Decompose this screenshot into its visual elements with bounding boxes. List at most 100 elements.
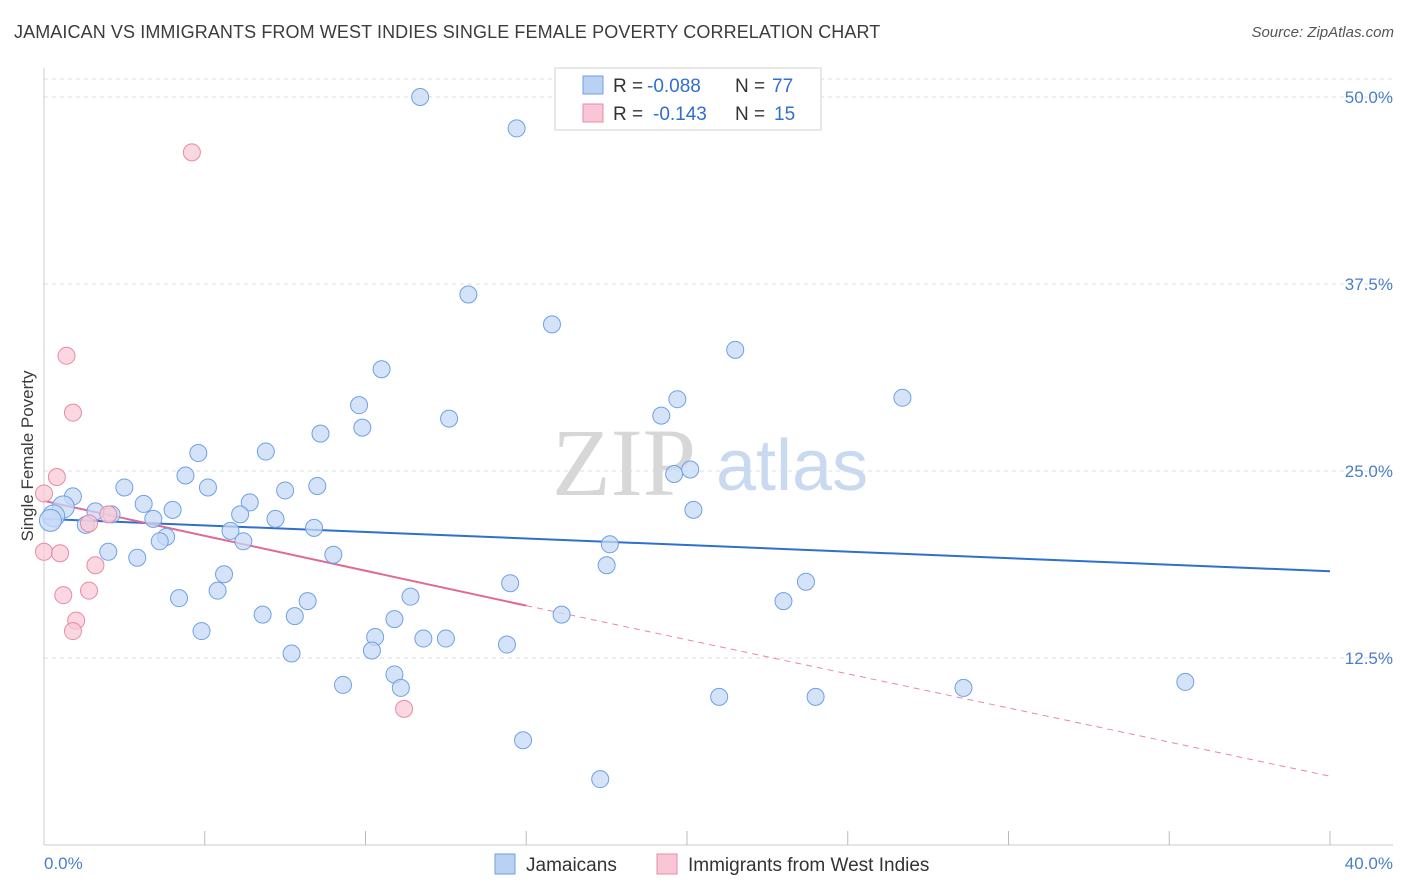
point-west-indies-8 [51, 544, 70, 563]
point-jamaicans-12 [311, 424, 330, 443]
trend-line-1 [43, 499, 527, 607]
y-axis-title: Single Female Poverty [18, 370, 37, 542]
data-points [35, 88, 1195, 789]
point-jamaicans-62 [497, 635, 516, 654]
point-jamaicans-10 [668, 390, 687, 409]
point-jamaicans-70 [954, 678, 973, 697]
legend-n-label-1: N = [735, 76, 765, 97]
point-jamaicans-58 [192, 622, 211, 641]
point-jamaicans-16 [665, 464, 684, 483]
point-jamaicans-31 [38, 508, 62, 532]
point-jamaicans-21 [308, 476, 327, 495]
point-jamaicans-18 [115, 478, 134, 497]
point-jamaicans-55 [285, 607, 304, 626]
point-jamaicans-67 [391, 678, 410, 697]
bottom-legend-swatch-jamaicans [494, 853, 516, 875]
axes [43, 68, 1393, 846]
point-jamaicans-23 [163, 500, 182, 519]
point-west-indies-5 [99, 505, 118, 524]
point-jamaicans-3 [542, 315, 561, 334]
point-jamaicans-48 [501, 574, 520, 593]
point-jamaicans-49 [796, 572, 815, 591]
point-jamaicans-44 [324, 545, 343, 564]
point-jamaicans-54 [253, 605, 272, 624]
point-jamaicans-63 [282, 644, 301, 663]
point-west-indies-11 [54, 586, 73, 605]
point-jamaicans-40 [684, 500, 703, 519]
point-jamaicans-36 [221, 521, 240, 540]
point-jamaicans-60 [414, 629, 433, 648]
point-jamaicans-69 [806, 687, 825, 706]
bottom-legend-label-jamaicans: Jamaicans [526, 855, 617, 876]
point-jamaicans-11 [893, 388, 912, 407]
point-jamaicans-41 [600, 535, 619, 554]
y-tick-label-0: 12.5% [1345, 649, 1393, 668]
point-west-indies-10 [80, 581, 99, 600]
watermark: ZIP atlas [552, 409, 868, 516]
trend-lines [43, 499, 1331, 777]
point-jamaicans-68 [710, 687, 729, 706]
legend-r-label-1: R = [613, 76, 643, 97]
point-jamaicans-72 [514, 731, 533, 750]
chart-source: Source: ZipAtlas.com [1251, 24, 1394, 41]
point-jamaicans-19 [198, 478, 217, 497]
point-jamaicans-8 [440, 409, 459, 428]
legend-n-value-jamaicans: 77 [772, 76, 793, 97]
x-ticks [204, 831, 1331, 845]
point-jamaicans-61 [436, 629, 455, 648]
point-jamaicans-6 [350, 396, 369, 415]
point-jamaicans-52 [298, 592, 317, 611]
point-west-indies-2 [63, 403, 82, 422]
point-jamaicans-33 [144, 509, 163, 528]
legend-r-value-jamaicans: -0.088 [647, 76, 701, 97]
legend-r-value-west-indies: -0.143 [653, 104, 707, 125]
legend-n-value-west-indies: 15 [774, 104, 795, 125]
point-jamaicans-39 [234, 532, 253, 551]
point-jamaicans-34 [266, 509, 285, 528]
point-jamaicans-1 [507, 119, 526, 138]
point-jamaicans-38 [150, 532, 169, 551]
point-west-indies-9 [86, 556, 105, 575]
y-tick-labels: 12.5% 25.0% 37.5% 50.0% [1345, 88, 1393, 668]
point-jamaicans-35 [305, 518, 324, 537]
trend-line-extension-1 [526, 605, 1331, 777]
point-jamaicans-2 [459, 285, 478, 304]
trend-line-0 [43, 517, 1331, 573]
y-tick-label-2: 37.5% [1345, 275, 1393, 294]
point-jamaicans-53 [774, 592, 793, 611]
point-jamaicans-51 [401, 587, 420, 606]
x-tick-labels: 0.0% 40.0% [44, 854, 1393, 873]
legend-swatch-west-indies [582, 103, 604, 123]
point-west-indies-7 [35, 542, 53, 561]
point-jamaicans-64 [362, 641, 381, 660]
y-tick-label-3: 50.0% [1345, 88, 1393, 107]
point-jamaicans-71 [1176, 672, 1195, 691]
point-jamaicans-50 [170, 589, 189, 608]
point-jamaicans-45 [597, 556, 616, 575]
point-jamaicans-22 [134, 494, 153, 513]
bottom-legend: Jamaicans Immigrants from West Indies [494, 853, 929, 876]
point-west-indies-6 [80, 514, 99, 533]
point-jamaicans-20 [276, 481, 295, 500]
legend-n-label-2: N = [735, 104, 765, 125]
point-jamaicans-46 [215, 565, 234, 584]
point-jamaicans-14 [256, 442, 275, 461]
point-jamaicans-57 [552, 605, 571, 624]
point-jamaicans-9 [652, 406, 671, 425]
chart-title: JAMAICAN VS IMMIGRANTS FROM WEST INDIES … [14, 22, 881, 42]
legend-swatch-jamaicans [582, 75, 604, 95]
bottom-legend-label-west-indies: Immigrants from West Indies [688, 855, 929, 876]
point-jamaicans-42 [99, 542, 118, 561]
point-jamaicans-5 [372, 360, 391, 379]
point-west-indies-4 [35, 484, 53, 503]
bottom-legend-swatch-west-indies [656, 853, 678, 875]
point-jamaicans-15 [176, 466, 195, 485]
point-jamaicans-43 [128, 548, 147, 567]
point-jamaicans-4 [726, 340, 745, 359]
point-jamaicans-7 [353, 418, 372, 437]
point-west-indies-1 [57, 346, 76, 365]
x-tick-label-1: 40.0% [1345, 854, 1393, 873]
watermark-atlas: atlas [716, 426, 868, 506]
point-west-indies-13 [63, 622, 82, 641]
